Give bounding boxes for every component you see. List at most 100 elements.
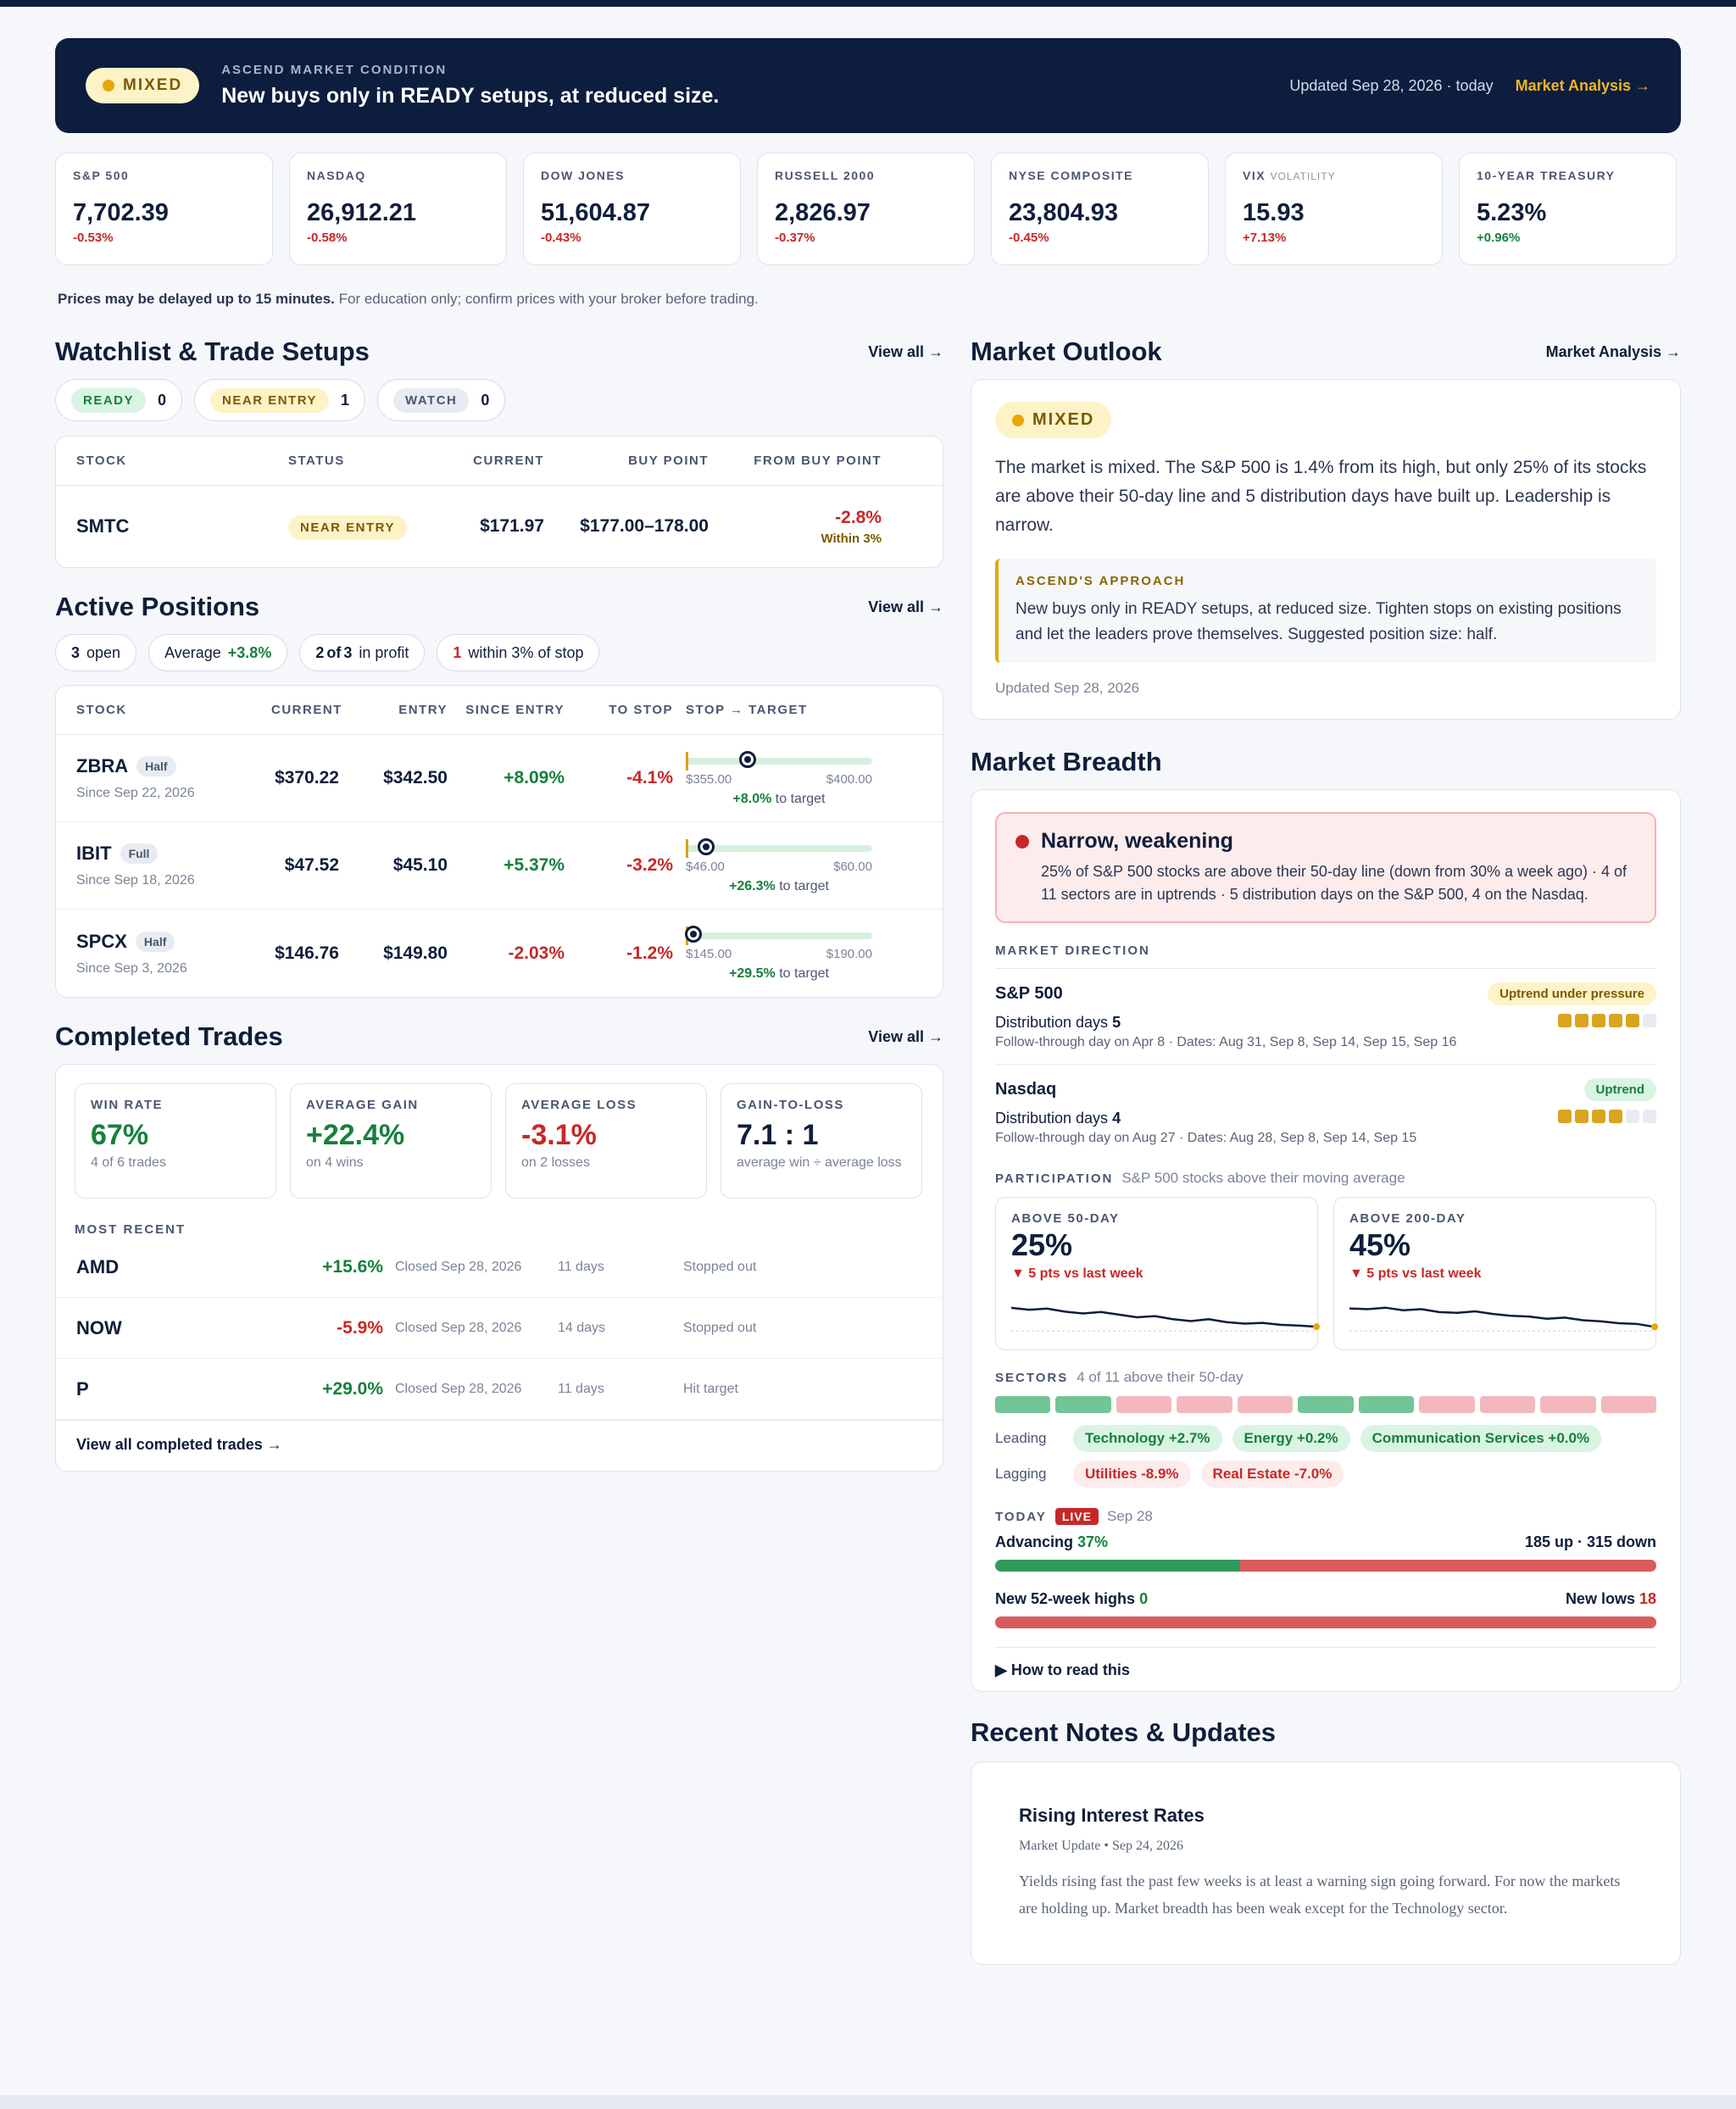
positions-rows: ZBRA Half Since Sep 22, 2026 $370.22 $342.50… [56,735,943,997]
price-disclaimer: Prices may be delayed up to 15 minutes. … [58,291,1683,308]
filter-chip-ready[interactable]: READY 0 [55,379,183,421]
ticker-value: 51,604.87 [541,199,651,226]
note-card[interactable]: Rising Interest Rates Market Update • Se… [971,1761,1681,1965]
to-target-pct: +29.5% [729,966,776,981]
stock-symbol[interactable]: P [76,1377,89,1400]
condition-status-pill: MIXED [86,68,200,103]
stock-symbol[interactable]: AMD [76,1255,120,1277]
to-target-pct: +26.3% [729,878,776,893]
ticker-card[interactable]: NYSE COMPOSITE 23,804.93 -0.45% [991,153,1209,265]
to-target-label: to target [775,878,829,893]
table-row[interactable]: NOW -5.9% Closed Sep 28, 2026 14 days Stoppe… [56,1298,943,1359]
ticker-card[interactable]: DOW JONES 51,604.87 -0.43% [523,153,741,265]
dist-label-wrap: Distribution days 4 [995,1110,1121,1127]
to-target-label: to target [775,966,829,981]
size-badge: Half [135,931,175,952]
sector-segment [1116,1396,1172,1413]
stop-target-bar [686,750,872,771]
current-price-marker [684,926,702,943]
view-all-completed-link[interactable]: View all completed trades → [56,1420,943,1471]
how-to-read-toggle[interactable]: ▶ How to read this [995,1647,1656,1679]
participation-value: 45% [1349,1227,1411,1262]
stat-sub: 4 of 6 trades [91,1155,166,1170]
stock-symbol[interactable]: NOW [76,1316,122,1338]
bar-track [686,932,872,939]
warning-body: 25% of S&P 500 stocks are above their 50… [1041,863,1628,903]
entry-price: $45.10 [392,855,448,875]
watchlist-view-all-link[interactable]: View all → [868,342,943,360]
profit-label: in profit [359,643,409,661]
leading-sector-chip[interactable]: Communication Services +0.0% [1360,1425,1602,1452]
ticker-card[interactable]: 10-YEAR TREASURY 5.23% +0.96% [1459,153,1677,265]
exit-result: Stopped out [683,1259,757,1274]
recent-trades: AMD +15.6% Closed Sep 28, 2026 11 days Stopp… [56,1237,943,1420]
ticker-value: 7,702.39 [73,199,169,226]
leading-sectors: Leading Technology +2.7% Energy +0.2% Commu… [995,1425,1656,1452]
col-header: STOCK [76,454,127,468]
stock-symbol[interactable]: SPCX [76,930,127,952]
dist-label: Distribution days [995,1014,1113,1031]
dist-detail: Follow-through day on Aug 27 · Dates: Au… [995,1131,1417,1145]
condition-status-label: MIXED [123,76,183,94]
buy-point: $177.00–178.00 [580,516,709,536]
note-title[interactable]: Rising Interest Rates [1019,1805,1205,1826]
index-row: S&P 500 Uptrend under pressure Distributio… [995,968,1656,1064]
profit-of: of [326,643,342,661]
stop-target-cell: $355.00 $400.00 +8.0% to target [686,750,872,807]
target-price: $190.00 [826,947,872,961]
table-row[interactable]: P +29.0% Closed Sep 28, 2026 11 days Hit tar… [56,1359,943,1420]
stock-symbol[interactable]: IBIT [76,843,112,864]
stock-symbol[interactable]: ZBRA [76,755,129,776]
outlook-status: MIXED [1032,410,1095,429]
sector-segment [1479,1396,1536,1413]
table-row[interactable]: AMD +15.6% Closed Sep 28, 2026 11 days Stopp… [56,1237,943,1298]
ticker-name: 10-YEAR TREASURY [1477,169,1659,182]
participation-label: ABOVE 50-DAY [1011,1211,1120,1226]
market-analysis-link[interactable]: Market Analysis → [1515,76,1650,94]
ticker-card[interactable]: NASDAQ 26,912.21 -0.58% [289,153,507,265]
ticker-label: VIX [1243,169,1266,182]
sector-segment [1237,1396,1294,1413]
leading-sector-chip[interactable]: Technology +2.7% [1073,1425,1222,1452]
lagging-sector-chip[interactable]: Real Estate -7.0% [1200,1461,1344,1488]
highs-count: 0 [1139,1590,1149,1607]
ticker-card[interactable]: RUSSELL 2000 2,826.97 -0.37% [757,153,975,265]
target-price: $60.00 [833,859,872,874]
participation-sparkline [1349,1306,1658,1332]
table-row[interactable]: SMTC NEAR ENTRY $171.97 $177.00–178.00 -… [56,486,943,567]
advancing-fill [995,1560,1240,1572]
market-condition-banner: MIXED ASCEND MARKET CONDITION New buys o… [55,38,1681,133]
filter-chip-near-entry[interactable]: NEAR ENTRY 1 [194,379,365,421]
since-date: Since Sep 3, 2026 [76,960,187,976]
closed-date: Closed Sep 28, 2026 [395,1381,522,1396]
today-heading: TODAY LIVE Sep 28 [995,1508,1656,1525]
participation-label: PARTICIPATION [995,1171,1114,1186]
completed-view-all-link[interactable]: View all → [868,1027,943,1045]
ticker-value: 5.23% [1477,199,1547,226]
filter-chip-watch[interactable]: WATCH 0 [377,379,506,421]
stop-marker [686,838,688,858]
outlook-status-pill: MIXED [995,402,1112,438]
to-target: +26.3% to target [686,879,872,894]
leading-sector-chip[interactable]: Energy +0.2% [1232,1425,1350,1452]
participation-boxes: ABOVE 50-DAY 25% ▼ 5 pts vs last week ABOVE… [995,1197,1658,1350]
dist-square [1558,1110,1572,1123]
col-header: FROM BUY POINT [754,454,882,468]
table-row[interactable]: IBIT Full Since Sep 18, 2026 $47.52 $45.10 +5… [56,822,943,910]
footer-divider [0,2095,1736,2109]
positions-table: STOCK CURRENT ENTRY SINCE ENTRY TO STOP … [55,685,943,998]
ticker-card[interactable]: S&P 500 7,702.39 -0.53% [55,153,273,265]
ticker-change: -0.45% [1009,231,1049,245]
lagging-sector-chip[interactable]: Utilities -8.9% [1073,1461,1191,1488]
table-row[interactable]: ZBRA Half Since Sep 22, 2026 $370.22 $342.50… [56,735,943,822]
ticker-card[interactable]: VIX VOLATILITY 15.93 +7.13% [1225,153,1443,265]
stock-symbol[interactable]: SMTC [76,515,130,537]
outlook-market-analysis-link[interactable]: Market Analysis → [1545,342,1681,360]
table-row[interactable]: SPCX Half Since Sep 3, 2026 $146.76 $149.80 -… [56,910,943,997]
positions-view-all-link[interactable]: View all → [868,598,943,615]
chip-label: READY [71,387,147,413]
disclaimer-text: For education only; confirm prices with … [334,291,759,307]
chip-average: Average +3.8% [148,634,288,671]
ticker-name: VIX VOLATILITY [1243,169,1425,182]
sparkline-line [1011,1306,1317,1328]
